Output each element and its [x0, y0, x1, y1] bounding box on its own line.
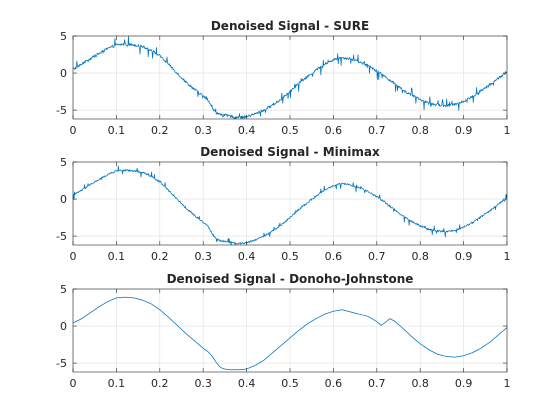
x-tick-label: 0.6 — [325, 124, 343, 137]
x-tick-label: 0.4 — [238, 250, 256, 263]
x-tick-label: 0.7 — [368, 377, 386, 390]
chart-title: Denoised Signal - Donoho-Johnstone — [167, 272, 414, 286]
subplot-3: 0 0.1 0.2 0.3 0.4 0.5 0.6 0.7 0.8 0.9 150-5Denoise… — [56, 272, 510, 390]
y-tick-label: -5 — [56, 357, 67, 370]
x-tick-label: 0.3 — [194, 377, 212, 390]
x-tick-label: 0.9 — [455, 124, 473, 137]
y-tick-label: -5 — [56, 230, 67, 243]
x-tick-label: 0.2 — [151, 377, 169, 390]
chart-title: Denoised Signal - SURE — [211, 19, 369, 33]
y-tick-label: -5 — [56, 104, 67, 117]
y-tick-label: 5 — [60, 156, 67, 169]
x-tick-label: 0.4 — [238, 124, 256, 137]
x-tick-label: 0.8 — [411, 124, 429, 137]
x-tick-label: 0 — [70, 124, 77, 137]
y-tick-label: 0 — [60, 67, 67, 80]
x-tick-label: 0.5 — [281, 377, 299, 390]
x-tick-label: 0.7 — [368, 250, 386, 263]
x-tick-label: 0.8 — [411, 377, 429, 390]
x-tick-label: 1 — [504, 377, 511, 390]
x-tick-label: 1 — [504, 250, 511, 263]
x-tick-label: 0.3 — [194, 124, 212, 137]
x-tick-label: 0 — [70, 377, 77, 390]
x-tick-label: 0.4 — [238, 377, 256, 390]
x-tick-label: 0.2 — [151, 250, 169, 263]
x-tick-label: 0.9 — [455, 377, 473, 390]
subplot-1: 0 0.1 0.2 0.3 0.4 0.5 0.6 0.7 0.8 0.9 150-5Denoise… — [56, 19, 510, 137]
series-line — [72, 165, 508, 246]
x-tick-label: 0.6 — [325, 250, 343, 263]
y-tick-label: 5 — [60, 30, 67, 43]
series-line — [72, 35, 508, 120]
x-tick-label: 0.3 — [194, 250, 212, 263]
x-tick-label: 0.1 — [108, 377, 126, 390]
subplot-2: 0 0.1 0.2 0.3 0.4 0.5 0.6 0.7 0.8 0.9 150-5Denoise… — [56, 145, 510, 263]
y-tick-label: 0 — [60, 320, 67, 333]
x-tick-label: 0.5 — [281, 250, 299, 263]
x-tick-label: 0 — [70, 250, 77, 263]
y-tick-label: 5 — [60, 283, 67, 296]
x-tick-label: 0.6 — [325, 377, 343, 390]
x-tick-label: 0.1 — [108, 124, 126, 137]
x-tick-label: 0.2 — [151, 124, 169, 137]
chart-title: Denoised Signal - Minimax — [200, 145, 380, 159]
x-tick-label: 0.1 — [108, 250, 126, 263]
series-line — [72, 296, 508, 371]
y-tick-label: 0 — [60, 193, 67, 206]
x-tick-label: 0.9 — [455, 250, 473, 263]
x-tick-label: 0.7 — [368, 124, 386, 137]
x-tick-label: 0.5 — [281, 124, 299, 137]
x-tick-label: 0.8 — [411, 250, 429, 263]
x-tick-label: 1 — [504, 124, 511, 137]
